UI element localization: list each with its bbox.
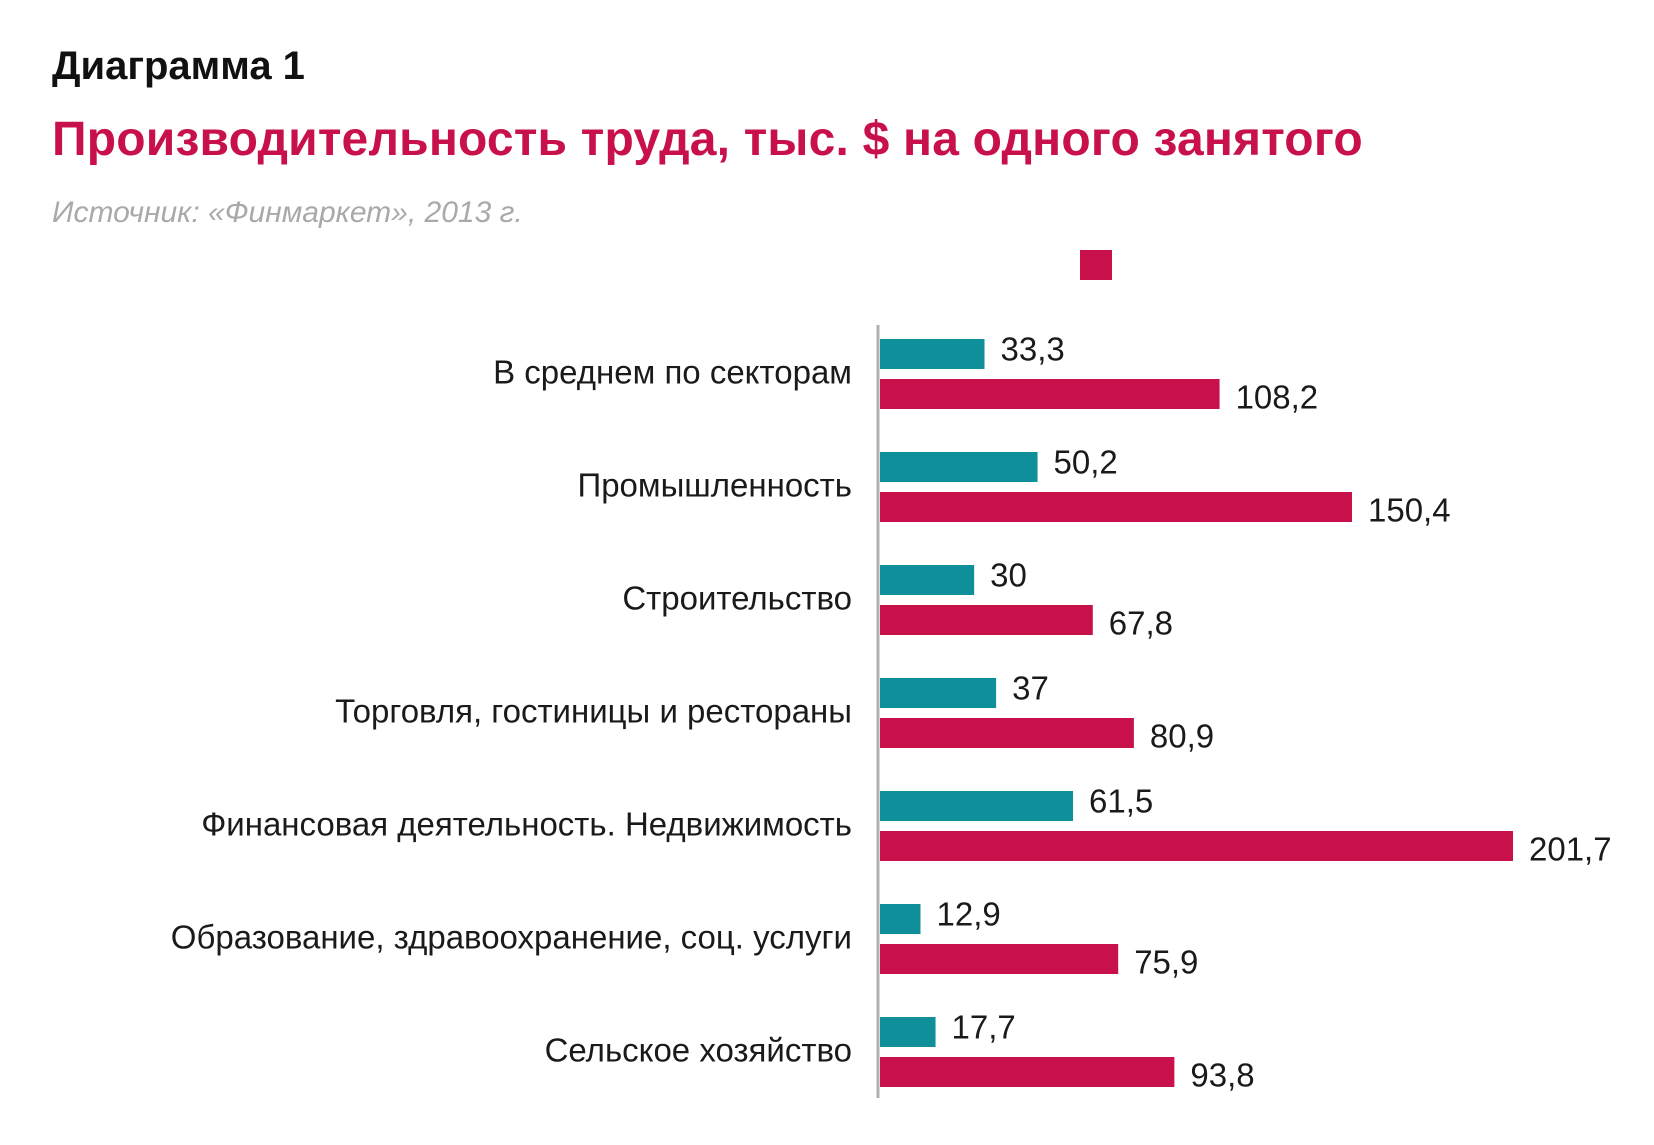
value-label: 30: [990, 557, 1027, 594]
bar: [880, 718, 1134, 748]
category-label: Торговля, гостиницы и рестораны: [335, 693, 852, 730]
chart-kicker: Диаграмма 1: [52, 44, 305, 88]
bar: [880, 605, 1093, 635]
category-label: В среднем по секторам: [493, 354, 852, 391]
bar: [880, 1057, 1175, 1087]
value-label: 12,9: [936, 896, 1000, 933]
value-label: 37: [1012, 670, 1049, 707]
category-label: Образование, здравоохранение, соц. услуг…: [171, 919, 852, 956]
bar: [880, 831, 1513, 861]
value-label: 80,9: [1150, 718, 1214, 755]
bar: [880, 452, 1038, 482]
bar: [880, 678, 997, 708]
value-label: 17,7: [952, 1009, 1016, 1046]
value-label: 33,3: [1001, 331, 1065, 368]
value-label: 93,8: [1190, 1057, 1254, 1094]
legend-swatch: [1080, 250, 1112, 280]
bar: [880, 791, 1074, 821]
value-label: 50,2: [1054, 444, 1118, 481]
bar: [880, 1017, 936, 1047]
bar: [880, 565, 975, 595]
value-label: 108,2: [1236, 379, 1319, 416]
chart-source: Источник: «Финмаркет», 2013 г.: [52, 196, 523, 229]
bar: [880, 492, 1353, 522]
value-label: 61,5: [1089, 783, 1153, 820]
value-label: 75,9: [1134, 944, 1198, 981]
bar: [880, 379, 1220, 409]
value-label: 201,7: [1529, 831, 1612, 868]
bar: [880, 339, 985, 369]
bar: [880, 944, 1119, 974]
value-label: 67,8: [1109, 605, 1173, 642]
category-label: Финансовая деятельность. Недвижимость: [201, 806, 852, 843]
chart-title: Производительность труда, тыс. $ на одно…: [52, 113, 1363, 166]
category-label: Строительство: [622, 580, 852, 617]
bar: [880, 904, 921, 934]
category-label: Промышленность: [577, 467, 852, 504]
value-label: 150,4: [1368, 492, 1451, 529]
category-label: Сельское хозяйство: [545, 1032, 852, 1069]
